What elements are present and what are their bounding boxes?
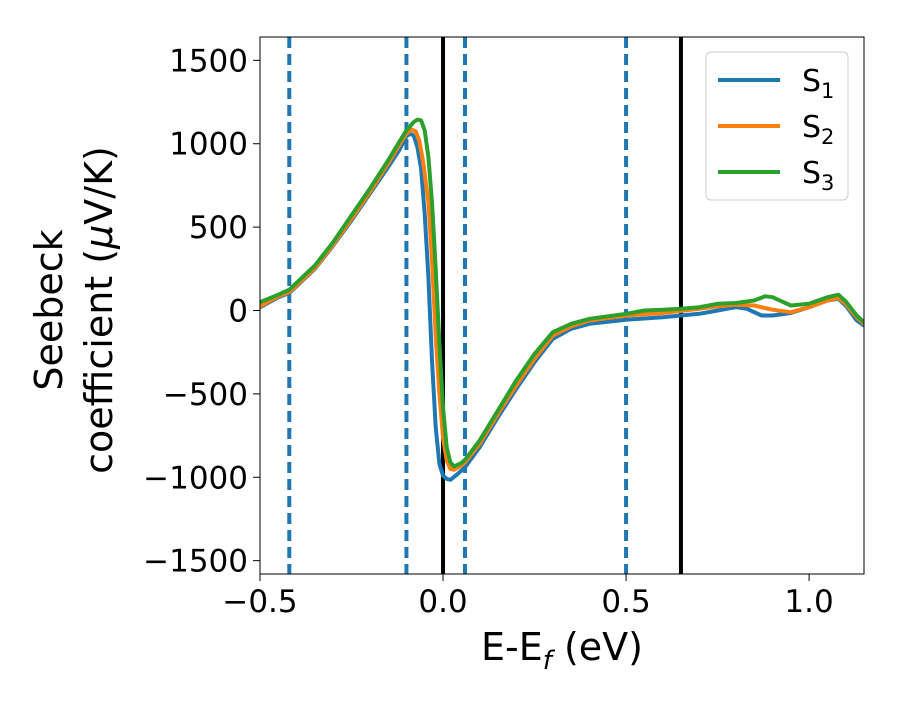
y-axis-title-line2: coefficient (μV/K)	[77, 146, 121, 474]
y-tick-label: −1000	[143, 460, 248, 496]
x-axis-title: E-Ef (eV)	[481, 625, 643, 676]
series-line-s3	[260, 117, 864, 469]
x-axis-ticks: −0.5 0.0 0.5 1.0	[222, 574, 834, 620]
legend-label-s1: S1	[802, 64, 834, 103]
y-axis-title-line2-text: coefficient (	[77, 249, 121, 474]
y-axis-title-mu: μ	[77, 225, 121, 250]
x-axis-title-base: E-E	[481, 625, 543, 669]
y-axis-title-line1: Seebeck	[27, 229, 71, 390]
x-tick-label: −0.5	[222, 584, 297, 620]
y-axis-title-line2-tail: V/K)	[77, 146, 121, 225]
y-tick-label: 1000	[169, 127, 248, 163]
legend-label-s3: S3	[802, 156, 834, 195]
x-tick-label: 0.5	[601, 584, 650, 620]
y-tick-label: 1500	[169, 43, 248, 79]
y-axis-ticks: −1500 −1000 −500 0 500 1000 1500	[143, 43, 260, 580]
x-tick-label: 0.0	[418, 584, 467, 620]
x-tick-label: 1.0	[784, 584, 833, 620]
reference-lines	[287, 37, 683, 574]
y-tick-label: −500	[163, 377, 248, 413]
series-lines	[260, 117, 864, 482]
x-axis-title-tail: (eV)	[552, 625, 643, 669]
y-tick-label: 0	[228, 294, 248, 330]
legend: S1 S2 S3	[705, 51, 849, 201]
plot-frame	[259, 36, 865, 575]
legend-label-s2: S2	[802, 110, 834, 149]
y-tick-label: −1500	[143, 544, 248, 580]
y-tick-label: 500	[189, 210, 248, 246]
series-line-s1	[260, 131, 864, 482]
